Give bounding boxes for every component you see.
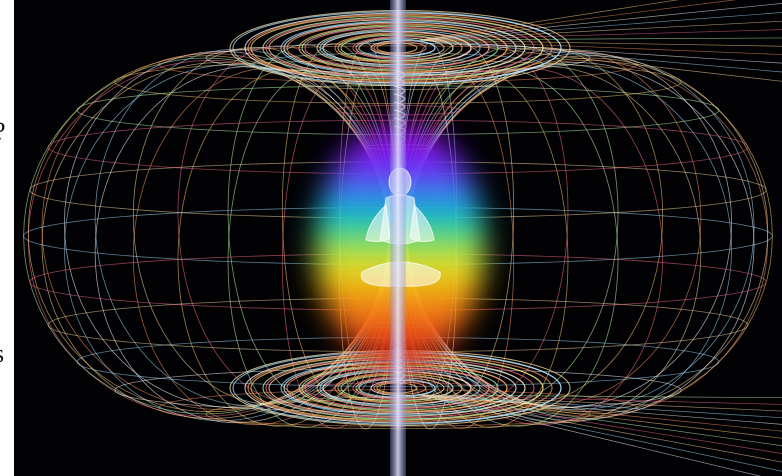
field-ray [419, 394, 782, 399]
parallel [76, 85, 720, 135]
parallel [205, 42, 591, 74]
parallel [47, 297, 749, 353]
field-ray [419, 39, 782, 55]
field-ray [419, 394, 782, 412]
field-ray [419, 39, 782, 47]
field-ray [419, 394, 761, 476]
field-ray [419, 394, 782, 463]
parallel [76, 337, 720, 387]
field-ray [419, 394, 782, 472]
field-ray [419, 394, 782, 454]
parallel [29, 161, 767, 219]
field-ray [419, 394, 782, 432]
field-ray [419, 37, 782, 41]
field-ray [419, 29, 782, 41]
field-ray [419, 39, 782, 73]
field-ray [419, 12, 782, 41]
parallel [114, 59, 682, 104]
field-ray [419, 0, 737, 41]
photo [14, 0, 782, 476]
parallel [158, 389, 638, 427]
field-ray [419, 394, 782, 419]
field-ray [419, 394, 782, 405]
margin-text: ? [0, 117, 6, 146]
field-ray [419, 20, 782, 41]
parallel [296, 73, 500, 90]
parallel [334, 104, 462, 116]
margin-text: s [0, 339, 4, 368]
field-ray [419, 394, 782, 439]
parallel [158, 45, 638, 83]
parallel [47, 119, 749, 175]
page-margin [0, 0, 14, 476]
field-ray [419, 39, 782, 64]
field-ray [419, 394, 782, 447]
field-ray [419, 0, 679, 41]
field-ray [419, 39, 782, 82]
parallel [29, 253, 767, 311]
field-ray [419, 3, 782, 41]
light-beam [390, 0, 406, 476]
field-ray [419, 394, 782, 425]
parallel [23, 207, 773, 265]
